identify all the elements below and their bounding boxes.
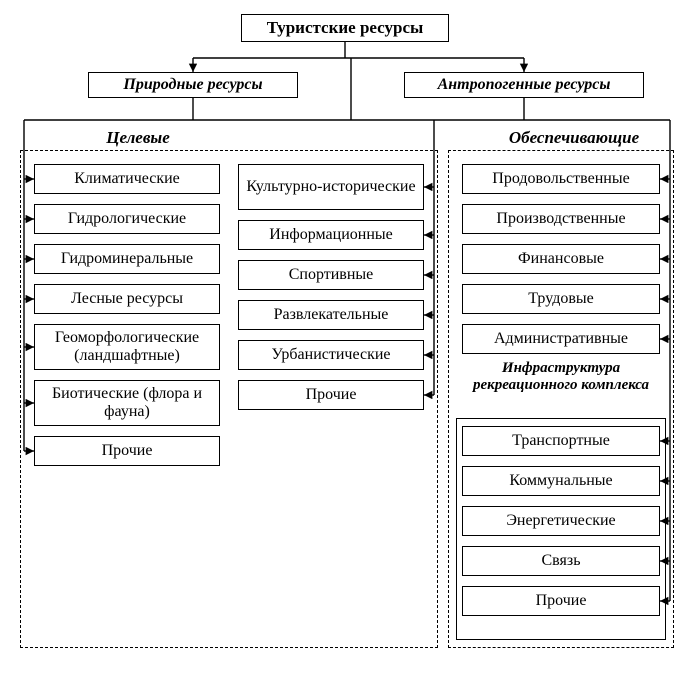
col3-sub-cell-2: Энергетические — [462, 506, 660, 536]
target-group-label-text: Целевые — [106, 128, 170, 147]
col3-sub-cell-4-text: Прочие — [536, 592, 587, 610]
col3-top-cell-0-text: Продовольственные — [492, 170, 629, 188]
col1-cell-0-text: Климатические — [74, 170, 180, 188]
col2-cell-5: Прочие — [238, 380, 424, 410]
col2-cell-0: Культурно-исторические — [238, 164, 424, 210]
diagram-canvas: Туристские ресурсы Природные ресурсы Ант… — [0, 0, 690, 673]
col2-cell-4: Урбанистические — [238, 340, 424, 370]
col1-cell-6: Прочие — [34, 436, 220, 466]
support-group-label-text: Обеспечивающие — [509, 128, 639, 147]
col1-cell-2: Гидроминеральные — [34, 244, 220, 274]
support-group-label: Обеспечивающие — [494, 128, 654, 150]
col2-cell-5-text: Прочие — [306, 386, 357, 404]
col1-cell-1: Гидрологические — [34, 204, 220, 234]
col3-top-cell-1-text: Производственные — [496, 210, 625, 228]
col3-top-cell-1: Производственные — [462, 204, 660, 234]
col2-cell-2: Спортивные — [238, 260, 424, 290]
col1-cell-0: Климатические — [34, 164, 220, 194]
col3-sub-cell-4: Прочие — [462, 586, 660, 616]
col1-cell-4: Геоморфологические (ландшафтные) — [34, 324, 220, 370]
col1-cell-3-text: Лесные ресурсы — [71, 290, 183, 308]
level2-left-text: Природные ресурсы — [123, 76, 262, 94]
col3-top-cell-3: Трудовые — [462, 284, 660, 314]
col1-cell-2-text: Гидроминеральные — [61, 250, 193, 268]
col3-sub-cell-1-text: Коммунальные — [509, 472, 612, 490]
col1-cell-5: Биотические (флора и фауна) — [34, 380, 220, 426]
col3-sub-cell-2-text: Энергетические — [506, 512, 615, 530]
infrastructure-subheading: Инфраструктура рекреационного комплекса — [470, 360, 652, 414]
col3-sub-cell-0: Транспортные — [462, 426, 660, 456]
col3-top-cell-2-text: Финансовые — [518, 250, 604, 268]
col3-sub-cell-3-text: Связь — [542, 552, 581, 570]
col2-cell-2-text: Спортивные — [289, 266, 374, 284]
infrastructure-subheading-text: Инфраструктура рекреационного комплекса — [473, 360, 649, 393]
col2-cell-3-text: Развлекательные — [274, 306, 389, 324]
col2-cell-1-text: Информационные — [269, 226, 392, 244]
col1-cell-1-text: Гидрологические — [68, 210, 186, 228]
level2-right: Антропогенные ресурсы — [404, 72, 644, 98]
col2-cell-4-text: Урбанистические — [271, 346, 390, 364]
col2-cell-0-text: Культурно-исторические — [246, 178, 415, 196]
col3-top-cell-2: Финансовые — [462, 244, 660, 274]
col3-top-cell-3-text: Трудовые — [528, 290, 594, 308]
col3-top-cell-0: Продовольственные — [462, 164, 660, 194]
col3-sub-cell-1: Коммунальные — [462, 466, 660, 496]
col3-top-cell-4: Административные — [462, 324, 660, 354]
col3-top-cell-4-text: Административные — [494, 330, 628, 348]
col3-sub-cell-3: Связь — [462, 546, 660, 576]
col2-cell-3: Развлекательные — [238, 300, 424, 330]
level2-left: Природные ресурсы — [88, 72, 298, 98]
col1-cell-5-text: Биотические (флора и фауна) — [39, 385, 215, 422]
col1-cell-3: Лесные ресурсы — [34, 284, 220, 314]
col3-sub-cell-0-text: Транспортные — [512, 432, 610, 450]
target-group-label: Целевые — [78, 128, 198, 150]
root-text: Туристские ресурсы — [267, 18, 424, 38]
col1-cell-6-text: Прочие — [102, 442, 153, 460]
root-box: Туристские ресурсы — [241, 14, 449, 42]
col2-cell-1: Информационные — [238, 220, 424, 250]
level2-right-text: Антропогенные ресурсы — [438, 76, 611, 94]
col1-cell-4-text: Геоморфологические (ландшафтные) — [39, 329, 215, 366]
